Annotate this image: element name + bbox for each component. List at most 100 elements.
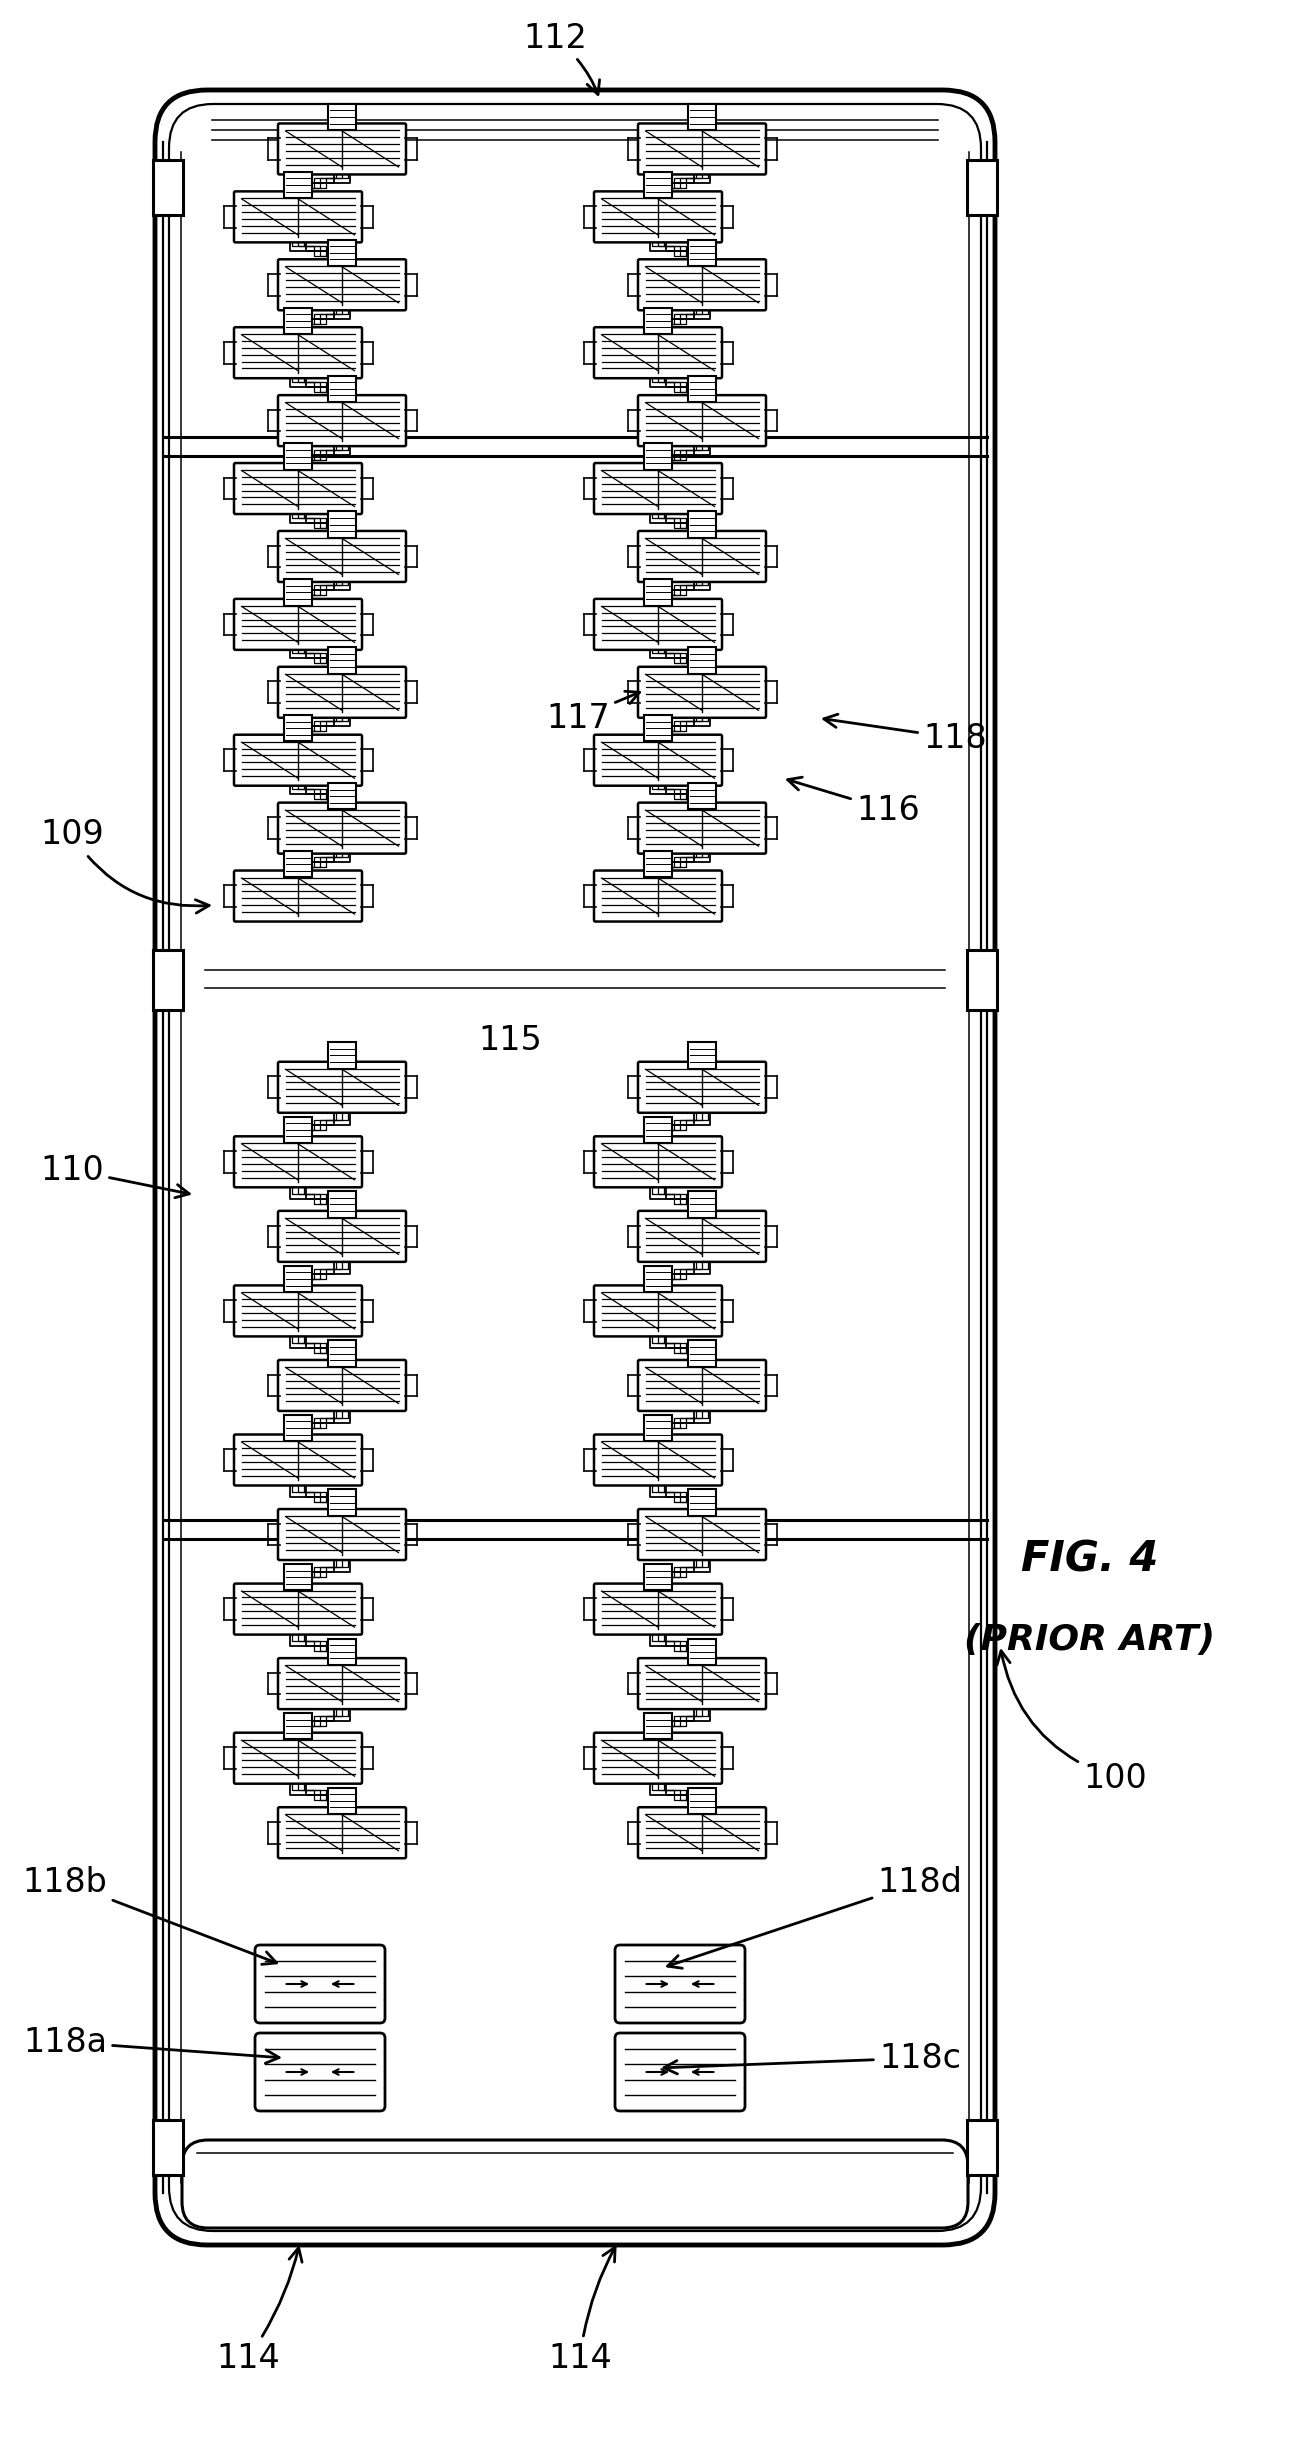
FancyBboxPatch shape [278, 396, 407, 447]
FancyBboxPatch shape [234, 1135, 362, 1187]
FancyBboxPatch shape [278, 260, 407, 310]
Text: 109: 109 [39, 818, 209, 914]
Bar [328, 646, 355, 673]
Bar [688, 1789, 716, 1813]
Bar [688, 1639, 716, 1666]
Bar [645, 307, 671, 334]
FancyBboxPatch shape [638, 666, 766, 717]
Bar [645, 1565, 671, 1590]
Bar [153, 951, 183, 1010]
Text: 118d: 118d [667, 1865, 962, 1968]
Bar [328, 376, 355, 403]
Bar [284, 442, 312, 469]
FancyBboxPatch shape [278, 803, 407, 853]
FancyBboxPatch shape [255, 2032, 386, 2111]
Bar [328, 103, 355, 130]
Bar [645, 172, 671, 199]
FancyBboxPatch shape [638, 1808, 766, 1857]
FancyBboxPatch shape [638, 1361, 766, 1410]
FancyBboxPatch shape [615, 1946, 745, 2022]
FancyBboxPatch shape [278, 1509, 407, 1560]
FancyBboxPatch shape [234, 600, 362, 649]
Bar [284, 715, 312, 742]
FancyBboxPatch shape [638, 531, 766, 582]
Bar [645, 442, 671, 469]
FancyBboxPatch shape [594, 1135, 722, 1187]
FancyBboxPatch shape [182, 2140, 969, 2228]
Bar [284, 850, 312, 877]
FancyBboxPatch shape [638, 123, 766, 174]
Bar [153, 160, 183, 216]
Text: 114: 114 [216, 2248, 303, 2373]
Text: 118a: 118a [22, 2025, 279, 2064]
Bar [284, 1265, 312, 1292]
Bar [688, 511, 716, 538]
FancyBboxPatch shape [615, 2032, 745, 2111]
Text: 118: 118 [824, 715, 987, 754]
Bar [688, 1042, 716, 1069]
FancyBboxPatch shape [234, 1285, 362, 1337]
Text: 118b: 118b [22, 1865, 276, 1963]
Bar [328, 1639, 355, 1666]
FancyBboxPatch shape [594, 327, 722, 378]
FancyBboxPatch shape [234, 1732, 362, 1784]
FancyBboxPatch shape [255, 1946, 386, 2022]
FancyBboxPatch shape [594, 1585, 722, 1634]
Bar [328, 511, 355, 538]
FancyBboxPatch shape [278, 531, 407, 582]
Bar [328, 1789, 355, 1813]
Bar [645, 1265, 671, 1292]
Bar [645, 715, 671, 742]
FancyBboxPatch shape [155, 91, 995, 2246]
FancyBboxPatch shape [278, 1211, 407, 1263]
Bar [328, 1342, 355, 1366]
Text: 116: 116 [788, 776, 920, 826]
FancyBboxPatch shape [594, 1435, 722, 1486]
Text: 118c: 118c [663, 2042, 961, 2074]
FancyBboxPatch shape [638, 1061, 766, 1113]
FancyBboxPatch shape [594, 192, 722, 243]
Bar [688, 241, 716, 265]
Text: FIG. 4: FIG. 4 [1021, 1538, 1158, 1580]
FancyBboxPatch shape [594, 600, 722, 649]
FancyBboxPatch shape [234, 735, 362, 786]
Bar [328, 1042, 355, 1069]
Bar [284, 1415, 312, 1442]
FancyBboxPatch shape [594, 1285, 722, 1337]
Text: (PRIOR ART): (PRIOR ART) [965, 1624, 1216, 1656]
FancyBboxPatch shape [234, 870, 362, 921]
Bar [645, 850, 671, 877]
FancyBboxPatch shape [234, 462, 362, 514]
Bar [688, 376, 716, 403]
Bar [967, 160, 998, 216]
Text: 100: 100 [998, 1651, 1146, 1794]
FancyBboxPatch shape [234, 1435, 362, 1486]
Text: 112: 112 [522, 22, 600, 93]
Bar [645, 1415, 671, 1442]
Bar [645, 1713, 671, 1740]
Bar [328, 1489, 355, 1516]
FancyBboxPatch shape [638, 1509, 766, 1560]
Text: 115: 115 [478, 1025, 542, 1057]
Bar [967, 951, 998, 1010]
Bar [328, 784, 355, 808]
Bar [688, 1192, 716, 1219]
FancyBboxPatch shape [278, 1361, 407, 1410]
Bar [688, 1489, 716, 1516]
FancyBboxPatch shape [594, 462, 722, 514]
Bar [284, 1565, 312, 1590]
FancyBboxPatch shape [234, 327, 362, 378]
FancyBboxPatch shape [234, 1585, 362, 1634]
Bar [688, 103, 716, 130]
Bar [284, 580, 312, 607]
FancyBboxPatch shape [278, 666, 407, 717]
FancyBboxPatch shape [278, 1808, 407, 1857]
FancyBboxPatch shape [278, 1658, 407, 1710]
FancyBboxPatch shape [638, 1658, 766, 1710]
FancyBboxPatch shape [638, 803, 766, 853]
Bar [328, 1192, 355, 1219]
Bar [967, 2120, 998, 2174]
FancyBboxPatch shape [594, 735, 722, 786]
Bar [153, 2120, 183, 2174]
Bar [688, 1342, 716, 1366]
